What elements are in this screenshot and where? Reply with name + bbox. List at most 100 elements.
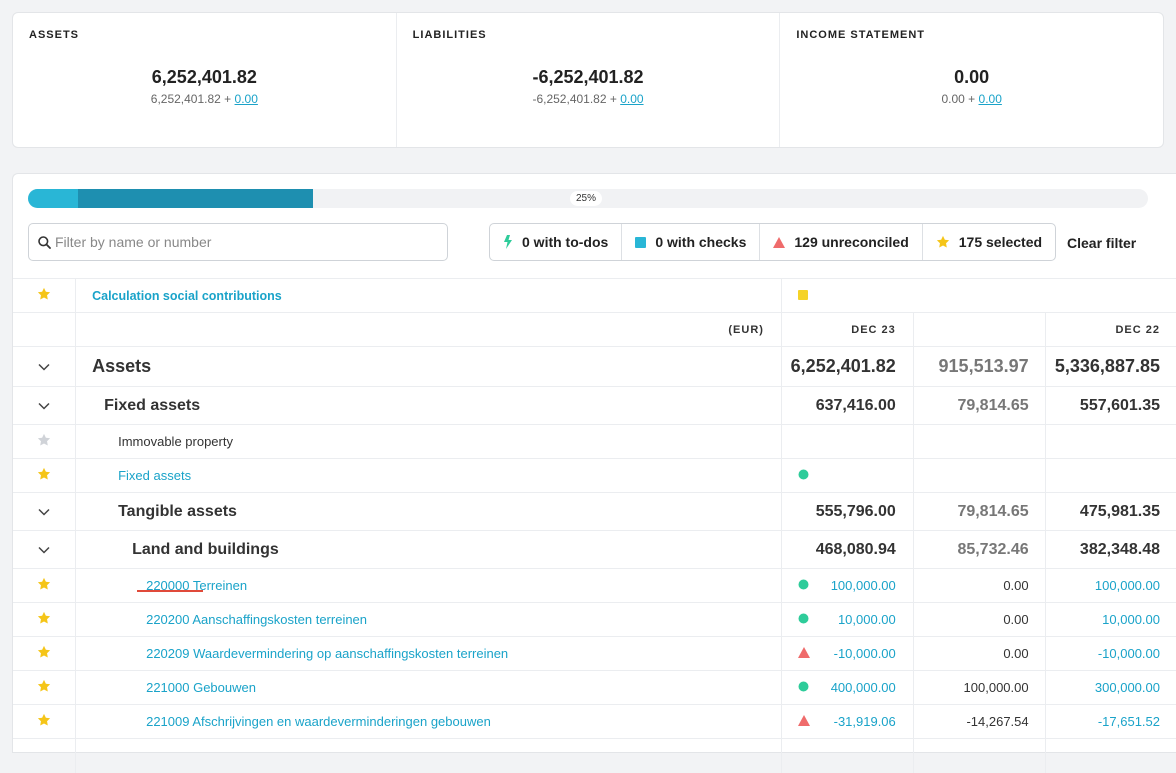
value-v1[interactable]: 400,000.00 [830,680,896,695]
period1-cell: 100,000.00 [781,568,914,603]
difference-cell: 915,513.97 [913,346,1046,387]
row-name: Immovable property [118,434,233,449]
value-v1[interactable]: -10,000.00 [833,646,896,661]
value-v1[interactable]: 100,000.00 [830,578,896,593]
value-v1: 6,252,401.82 [790,356,896,376]
period1-header[interactable]: DEC 23 [781,312,914,347]
difference-cell: 85,732.46 [913,530,1046,569]
summary-cards: ASSETS 6,252,401.82 6,252,401.82 + 0.00 … [12,12,1164,148]
card-delta-link[interactable]: 0.00 [620,92,644,106]
row-name[interactable]: 220209 Waardevermindering op aanschaffin… [146,646,509,661]
row-name[interactable]: 220200 Aanschaffingskosten terreinen [146,612,368,627]
clear-filter-button[interactable]: Clear filter [1067,235,1137,251]
blank-cell [1045,738,1176,773]
star-icon[interactable] [37,713,51,730]
row-name-cell: 221000 Gebouwen [75,670,782,705]
star-icon[interactable] [37,679,51,696]
period2-cell [1045,424,1176,459]
value-v3[interactable]: -10,000.00 [1097,646,1160,661]
value-v1[interactable]: 10,000.00 [837,612,896,627]
period1-cell: 468,080.94 [781,530,914,569]
reconciled-dot-icon [798,578,809,593]
table-row[interactable]: Fixed assets 637,416.00 79,814.65 557,601.3… [13,386,1176,425]
row-icon-cell[interactable] [13,670,77,705]
search-box[interactable] [28,223,448,261]
star-icon[interactable] [37,433,51,450]
header-blank [13,312,77,347]
difference-header [913,312,1046,347]
period1-cell: -10,000.00 [781,636,914,671]
table-row[interactable]: Immovable property [13,424,1176,459]
row-name: Tangible assets [118,502,237,520]
card-base: -6,252,401.82 + [532,92,617,106]
row-icon-cell[interactable] [13,530,77,569]
star-icon[interactable] [37,467,51,484]
filter-todos[interactable]: 0 with to-dos [490,224,623,260]
chevron-down-icon[interactable] [38,504,50,519]
row-name[interactable]: 221009 Afschrijvingen en waardeverminder… [146,714,491,729]
chevron-down-icon[interactable] [38,398,50,413]
value-v3[interactable]: -17,651.52 [1097,714,1160,729]
period2-cell: -17,651.52 [1045,704,1176,739]
row-icon-cell[interactable] [13,602,77,637]
period1-cell: 400,000.00 [781,670,914,705]
pinned-link[interactable]: Calculation social contributions [92,289,282,303]
row-icon-cell[interactable] [13,424,77,459]
card-delta-link[interactable]: 0.00 [978,92,1002,106]
row-name-cell: 221009 Afschrijvingen en waardeverminder… [75,704,782,739]
search-input[interactable] [55,232,435,252]
table-row[interactable]: Fixed assets [13,458,1176,493]
square-icon [635,236,647,248]
table-row[interactable]: 221009 Afschrijvingen en waardeverminder… [13,704,1176,739]
table-row[interactable]: Tangible assets 555,796.00 79,814.65 475,98… [13,492,1176,531]
table-row[interactable]: 220000 Terreinen 100,000.00 0.00 100,000.00 [13,568,1176,603]
row-icon-cell[interactable] [13,346,77,387]
chevron-down-icon[interactable] [38,542,50,557]
row-name[interactable]: Fixed assets [118,468,192,483]
card-delta-link[interactable]: 0.00 [234,92,258,106]
row-name: Assets [92,356,152,376]
row-icon-cell[interactable] [13,386,77,425]
period2-cell [1045,458,1176,493]
star-icon[interactable] [37,645,51,662]
filter-unreconciled[interactable]: 129 unreconciled [760,224,923,260]
period2-cell: 100,000.00 [1045,568,1176,603]
table-row[interactable]: Assets 6,252,401.82 915,513.97 5,336,887.85 [13,346,1176,387]
progress-label: 25% [570,191,603,206]
star-icon[interactable] [37,577,51,594]
pinned-row[interactable]: Calculation social contributions [13,278,1176,313]
row-icon-cell[interactable] [13,568,77,603]
period2-header[interactable]: DEC 22 [1045,312,1176,347]
row-name: Fixed assets [104,396,201,414]
star-icon[interactable] [37,611,51,628]
row-name[interactable]: 221000 Gebouwen [146,680,256,695]
period2-cell: 5,336,887.85 [1045,346,1176,387]
value-v3[interactable]: 10,000.00 [1102,612,1160,627]
value-v1: 468,080.94 [815,540,896,558]
value-v1[interactable]: -31,919.06 [833,714,896,729]
value-v2: 0.00 [1003,646,1029,661]
reconciled-dot-icon [798,680,809,695]
table-row[interactable]: Land and buildings 468,080.94 85,732.46 382… [13,530,1176,569]
row-icon-cell[interactable] [13,636,77,671]
row-name[interactable]: 220000 Terreinen [146,578,248,593]
card-subtotal: 0.00 + 0.00 [780,92,1163,106]
value-v2: 0.00 [1003,612,1029,627]
filter-selected[interactable]: 175 selected [923,224,1055,260]
value-v3[interactable]: 300,000.00 [1094,680,1160,695]
row-name-cell: Immovable property [75,424,782,459]
star-cell[interactable] [13,278,77,313]
table-row[interactable]: 220200 Aanschaffingskosten terreinen 10,0… [13,602,1176,637]
row-icon-cell[interactable] [13,704,77,739]
table-row[interactable] [13,738,1176,773]
currency-header: (EUR) [75,312,782,347]
table-row[interactable]: 220209 Waardevermindering op aanschaffin… [13,636,1176,671]
chevron-down-icon[interactable] [38,359,50,374]
star-icon[interactable] [37,287,51,304]
filter-checks[interactable]: 0 with checks [622,224,761,260]
blank-cell [913,738,1046,773]
value-v3[interactable]: 100,000.00 [1094,578,1160,593]
row-icon-cell[interactable] [13,492,77,531]
row-icon-cell[interactable] [13,458,77,493]
table-row[interactable]: 221000 Gebouwen 400,000.00 100,000.00 300,0… [13,670,1176,705]
